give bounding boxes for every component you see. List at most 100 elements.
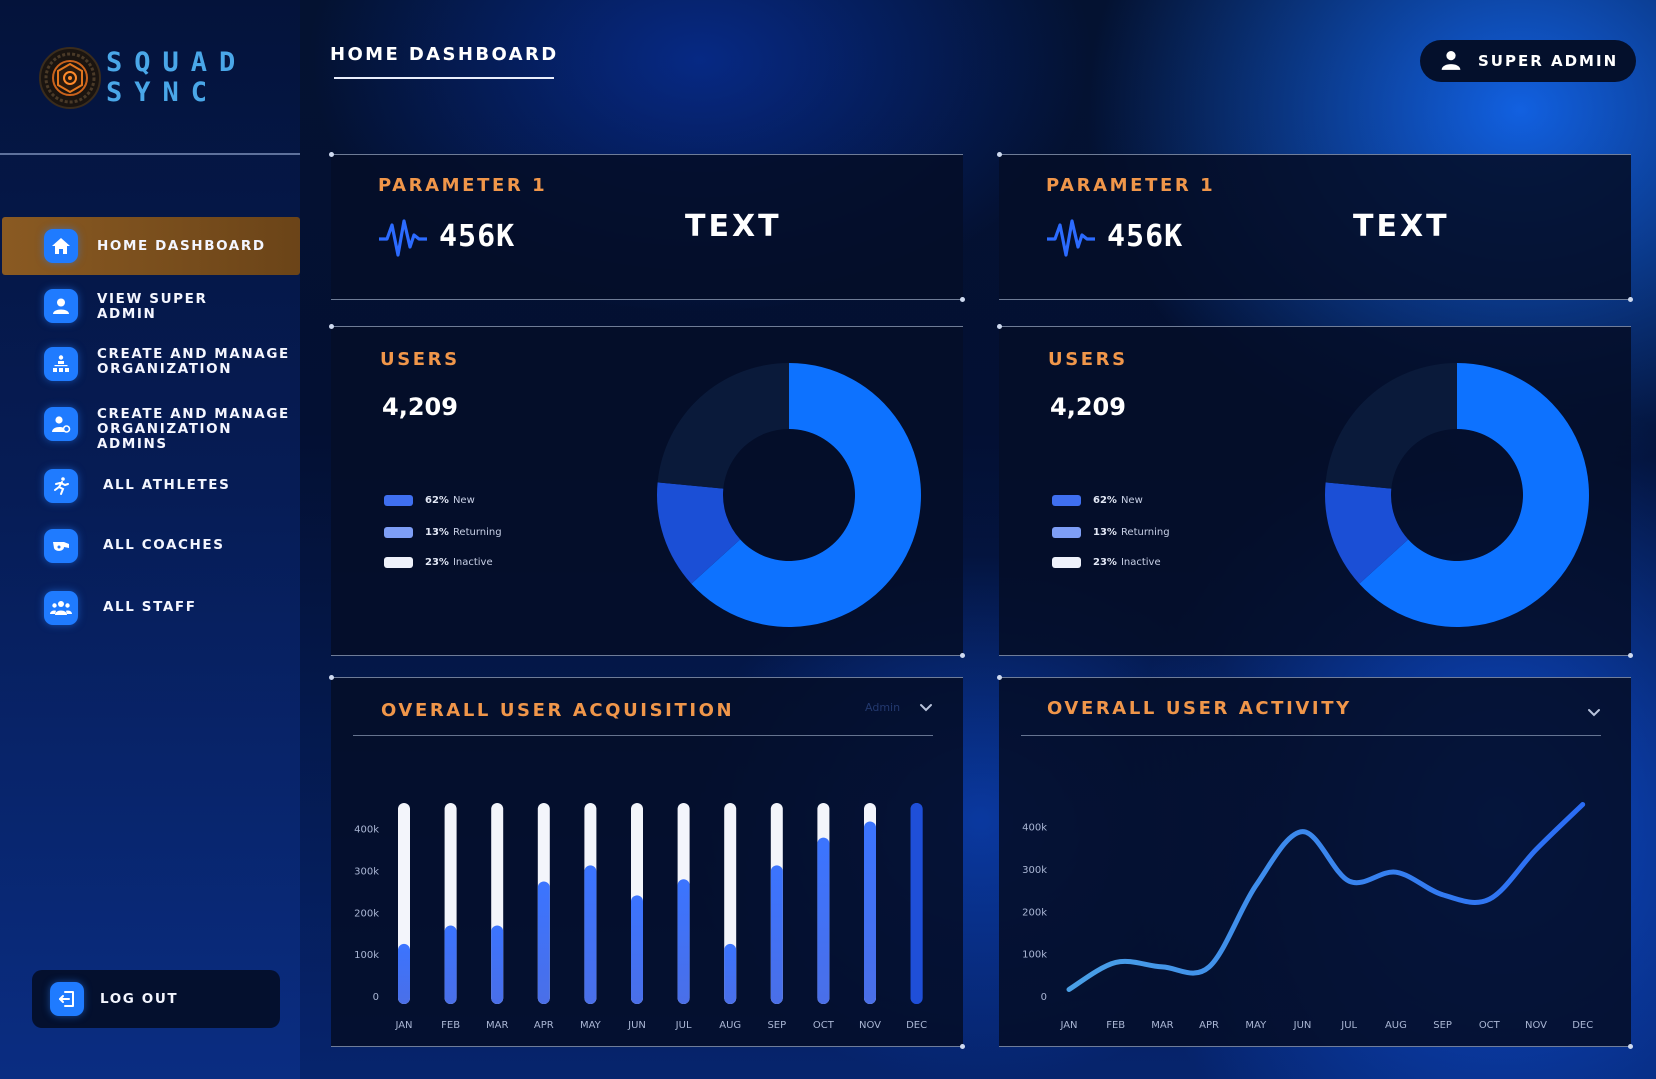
acquisition-dropdown-hint: Admin: [865, 701, 901, 714]
x-tick-label: SEP: [767, 1020, 786, 1031]
logout-label: LOG OUT: [100, 991, 179, 1007]
group-icon: [44, 591, 78, 625]
chevron-down-icon[interactable]: [917, 699, 935, 717]
x-tick-label: JUN: [627, 1020, 646, 1031]
legend-swatch: [1052, 495, 1081, 506]
user-menu-button[interactable]: SUPER ADMIN: [1420, 40, 1636, 82]
activity-series-line: [1066, 802, 1586, 992]
x-tick-label: MAY: [580, 1020, 602, 1031]
parameter-text: TEXT: [1353, 209, 1450, 244]
y-tick-label: 300k: [354, 866, 379, 877]
runner-icon: [44, 469, 78, 503]
bar: [491, 925, 504, 1004]
sidebar-item-all-coaches[interactable]: ALL COACHES: [2, 526, 300, 566]
legend-percent: 62%: [1093, 495, 1117, 506]
sidebar-item-label: CREATE AND MANAGE ORGANIZATION ADMINS: [97, 406, 290, 452]
legend-percent: 23%: [425, 557, 449, 568]
acquisition-chart-card: OVERALL USER ACQUISITION Admin 0 100k 200k…: [329, 675, 965, 1049]
chevron-down-icon[interactable]: [1585, 704, 1603, 722]
users-card: USERS 4,209 62% New 13% Returning 23% In…: [329, 324, 965, 658]
sidebar-divider: [0, 153, 300, 155]
bar: [724, 943, 737, 1004]
legend-item: 62% New: [1052, 495, 1143, 506]
legend-item: 23% Inactive: [1052, 557, 1161, 568]
legend-swatch: [384, 495, 413, 506]
users-donut-chart: [657, 363, 921, 627]
parameter-card: PARAMETER 1 456K TEXT: [329, 152, 965, 302]
x-tick-label: AUG: [1385, 1020, 1407, 1031]
y-tick-label: 0: [373, 992, 379, 1003]
legend-percent: 23%: [1093, 557, 1117, 568]
legend-label: New: [1120, 495, 1143, 506]
legend-label: Inactive: [1120, 557, 1161, 568]
x-tick-label: FEB: [441, 1020, 460, 1031]
legend-percent: 13%: [425, 527, 449, 538]
sidebar-item-all-staff[interactable]: ALL STAFF: [2, 588, 300, 628]
x-tick-label: OCT: [1479, 1020, 1501, 1031]
sidebar-item-create-manage-org-admins[interactable]: CREATE AND MANAGE ORGANIZATION ADMINS: [2, 404, 300, 452]
donut-slice-returning: [1325, 482, 1409, 584]
logo[interactable]: SQUAD SYNC: [38, 46, 278, 112]
x-tick-label: APR: [534, 1020, 554, 1031]
sidebar-item-label: ALL COACHES: [103, 537, 225, 553]
bar: [864, 821, 876, 1004]
users-donut-chart: [1325, 363, 1589, 627]
users-count: 4,209: [382, 393, 458, 421]
acquisition-chart-title: OVERALL USER ACQUISITION: [381, 700, 735, 721]
bar: [770, 865, 783, 1004]
legend-swatch: [1052, 527, 1081, 538]
y-tick-label: 300k: [1022, 865, 1047, 876]
user-gear-icon: [44, 407, 78, 441]
chart-divider: [1021, 735, 1601, 736]
logo-emblem-icon: [39, 47, 101, 109]
sidebar-item-label: CREATE AND MANAGE ORGANIZATION: [97, 346, 290, 377]
donut-slice-new: [1359, 363, 1589, 627]
x-tick-label: JUL: [1340, 1020, 1357, 1031]
x-tick-label: NOV: [1525, 1020, 1547, 1031]
x-tick-label: DEC: [1572, 1020, 1593, 1031]
sidebar-item-label: ALL STAFF: [103, 599, 197, 615]
sidebar-item-view-super-admin[interactable]: VIEW SUPER ADMIN: [2, 286, 300, 326]
donut-slice-inactive: [1325, 363, 1457, 489]
acquisition-bar-chart: 0 100k 200k 300k 400k JAN FEB MAR APR MAY JUN JUL AU…: [354, 803, 927, 1031]
sidebar-item-all-athletes[interactable]: ALL ATHLETES: [2, 466, 300, 506]
bar: [537, 881, 550, 1004]
x-tick-label: JAN: [1059, 1020, 1077, 1031]
sidebar: SQUAD SYNC HOME DASHBOARD VIEW SUPER ADM…: [0, 0, 300, 1079]
logo-line-1: SQUAD: [106, 47, 248, 78]
legend-percent: 13%: [1093, 527, 1117, 538]
whistle-icon: [44, 529, 78, 563]
x-tick-label: OCT: [813, 1020, 835, 1031]
legend-swatch: [384, 527, 413, 538]
x-tick-label: SEP: [1433, 1020, 1452, 1031]
home-icon: [44, 229, 78, 263]
x-tick-label: AUG: [719, 1020, 741, 1031]
user-icon: [44, 289, 78, 323]
page-title-underline: [334, 77, 554, 79]
legend-swatch: [384, 557, 413, 568]
users-count: 4,209: [1050, 393, 1126, 421]
bar: [631, 895, 643, 1004]
user-icon: [1441, 50, 1461, 70]
legend-item: 62% New: [384, 495, 475, 506]
logout-button[interactable]: LOG OUT: [32, 970, 280, 1028]
bar: [677, 879, 690, 1004]
y-tick-label: 400k: [354, 825, 379, 836]
logout-icon: [50, 982, 84, 1016]
users-card-title: USERS: [1048, 349, 1128, 370]
parameter-card: PARAMETER 1 456K TEXT: [997, 152, 1633, 302]
sidebar-item-label: VIEW SUPER ADMIN: [97, 291, 208, 322]
sidebar-item-create-manage-organization[interactable]: CREATE AND MANAGE ORGANIZATION: [2, 344, 300, 384]
user-menu-label: SUPER ADMIN: [1478, 52, 1619, 70]
y-tick-label: 0: [1041, 992, 1047, 1003]
x-tick-label: JAN: [394, 1020, 412, 1031]
y-tick-label: 200k: [354, 908, 379, 919]
y-tick-label: 100k: [1022, 950, 1047, 961]
parameter-text: TEXT: [685, 209, 782, 244]
users-card-title: USERS: [380, 349, 460, 370]
donut-slice-returning: [657, 482, 741, 584]
x-tick-label: JUL: [675, 1020, 692, 1031]
pulse-icon: [379, 219, 427, 257]
sidebar-item-home-dashboard[interactable]: HOME DASHBOARD: [2, 217, 300, 275]
